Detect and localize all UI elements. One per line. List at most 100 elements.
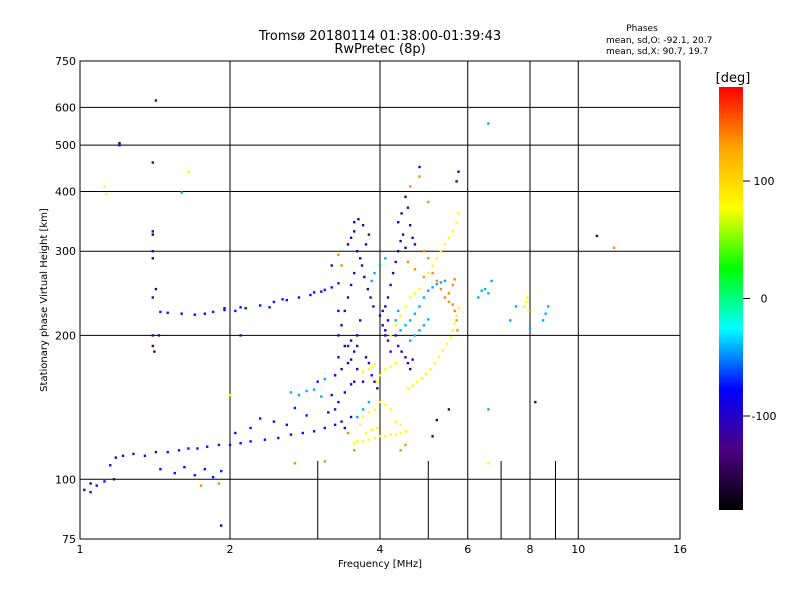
data-point [349,283,353,287]
data-point [487,122,490,125]
data-point [357,218,360,221]
data-point [394,260,397,264]
data-point [346,243,350,246]
data-point [289,391,293,394]
data-point [118,144,121,147]
data-point [397,250,400,253]
data-point [455,314,458,317]
data-point [337,253,340,256]
data-point [394,324,397,327]
data-point [346,361,350,365]
data-point [413,292,417,295]
data-point [105,192,108,196]
colorbar-tick-label: -100 [752,410,777,423]
data-point [361,224,365,227]
data-point [203,312,206,315]
data-point [378,400,382,404]
data-point [151,334,154,337]
data-point [297,393,301,397]
data-point [349,415,353,419]
data-point [431,435,434,438]
data-point [389,408,392,411]
data-point [427,271,430,275]
data-point [384,305,387,308]
data-point [427,318,430,321]
data-point [406,387,410,390]
data-point [159,468,162,471]
data-point [285,298,288,302]
data-point [340,420,343,423]
data-point [384,403,387,407]
data-point [359,423,362,426]
data-point [349,339,353,342]
data-point [384,367,387,371]
data-point [370,365,373,368]
data-point [420,376,423,380]
data-point [121,454,125,457]
data-point [166,450,169,454]
data-point [373,380,376,383]
data-point [422,324,426,327]
data-point [526,296,529,299]
data-point [259,304,262,307]
data-point [413,334,417,337]
data-point [418,175,421,178]
data-point [411,384,414,387]
data-point [151,233,154,236]
data-point [443,243,447,246]
data-point [320,395,323,398]
data-point [453,322,456,325]
data-point [406,260,410,264]
data-point [333,423,337,426]
phases-o-line: mean, sd,O: -92.1, 20.7 [606,36,712,46]
data-point [305,389,308,393]
data-point [343,426,346,430]
data-point [391,271,395,275]
data-point [376,426,379,430]
data-point [411,236,414,239]
data-point [180,191,183,194]
data-point [143,454,147,457]
data-point [293,406,297,410]
data-point [399,329,402,332]
y-tick-label: 300 [55,245,76,258]
data-point [220,524,223,527]
data-point [400,212,403,215]
data-point [89,490,92,494]
data-point [386,296,390,299]
data-point [112,478,116,481]
data-point [406,206,410,209]
data-point [356,334,359,337]
data-point [477,296,480,299]
data-point [337,282,340,285]
data-point [413,268,417,271]
data-point [103,480,106,483]
data-point [378,314,382,317]
data-point [487,462,490,465]
data-point [394,361,397,365]
x-axis-label: Frequency [MHz] [338,559,422,570]
data-point [445,342,449,346]
data-point [356,250,359,253]
data-point [384,435,387,438]
data-point [353,271,356,275]
data-point [455,319,458,322]
x-tick-label: 16 [673,543,687,556]
data-point [114,456,117,459]
data-point [239,306,242,309]
chart-subtitle: RwPretec (8p) [334,42,425,57]
data-point [404,430,407,433]
data-point [399,239,402,243]
data-point [399,423,402,426]
data-point [404,305,407,308]
data-point [422,250,426,253]
x-tick-label: 6 [464,543,471,556]
data-point [249,440,252,443]
data-point [394,420,397,423]
data-point [132,452,135,456]
x-tick-label: 4 [377,543,384,556]
data-point [514,305,518,308]
data-point [364,243,368,246]
data-point [323,426,326,430]
